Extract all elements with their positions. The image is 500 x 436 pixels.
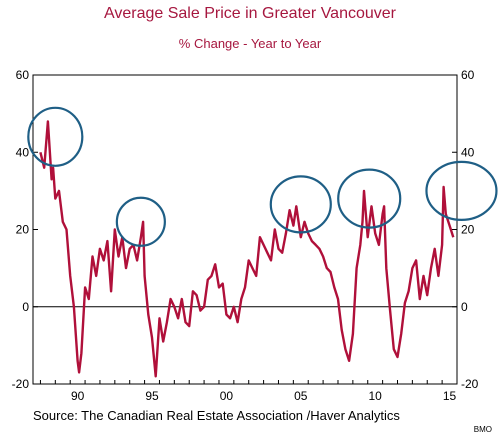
x-tick-label: 05 xyxy=(294,389,308,403)
y-tick-label-right: 0 xyxy=(461,300,468,314)
x-tick-label: 95 xyxy=(145,389,159,403)
y-tick-label-right: -20 xyxy=(461,377,479,391)
chart-subtitle: % Change - Year to Year xyxy=(178,36,322,51)
y-tick-label-left: 20 xyxy=(16,223,30,237)
highlight-circle xyxy=(27,106,84,167)
highlight-circle xyxy=(425,160,498,221)
y-tick-label-left: 40 xyxy=(16,145,30,159)
series-line xyxy=(39,120,455,378)
y-tick-label-left: 60 xyxy=(16,68,30,82)
y-tick-label-right: 20 xyxy=(461,223,475,237)
y-tick-label-left: -20 xyxy=(12,377,30,391)
x-tick-label: 15 xyxy=(443,389,457,403)
chart-title: Average Sale Price in Greater Vancouver xyxy=(103,5,396,22)
highlight-circle xyxy=(269,175,332,234)
source-note: Source: The Canadian Real Estate Associa… xyxy=(33,408,400,423)
y-tick-label-right: 60 xyxy=(461,68,475,82)
x-tick-label: 90 xyxy=(71,389,85,403)
brand-label: BMO xyxy=(473,425,492,434)
x-tick-label: 10 xyxy=(368,389,382,403)
x-tick-label: 00 xyxy=(220,389,234,403)
y-tick-label-left: 0 xyxy=(22,300,29,314)
y-tick-label-right: 40 xyxy=(461,145,475,159)
highlight-circle xyxy=(115,196,166,247)
highlight-circle xyxy=(337,168,402,229)
